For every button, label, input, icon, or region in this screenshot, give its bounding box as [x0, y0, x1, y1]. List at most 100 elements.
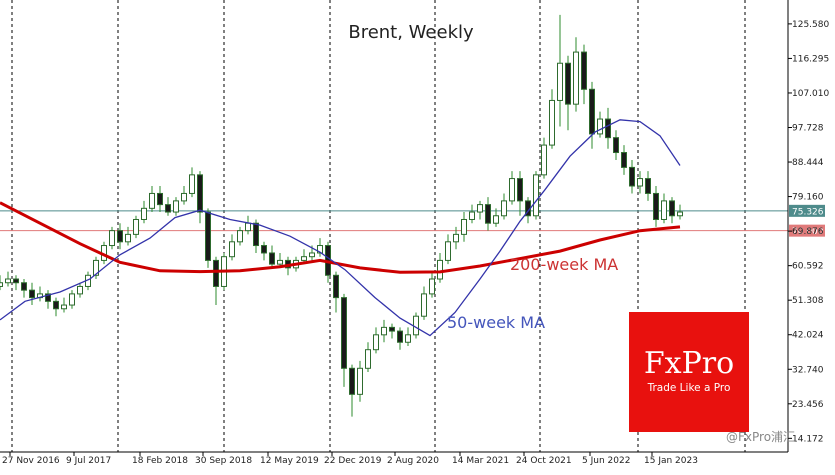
candle-body — [349, 367, 355, 395]
x-tick-label: 15 Jan 2023 — [644, 456, 698, 466]
candle-body — [613, 137, 619, 154]
level-line-tag — [789, 224, 825, 237]
candle-body — [117, 230, 123, 243]
candle-body — [133, 218, 139, 235]
ma50-annotation: 50-week MA — [447, 313, 545, 332]
candle-body — [229, 241, 235, 258]
candle-body — [237, 230, 243, 243]
candle-body — [77, 285, 83, 295]
candle-body — [197, 174, 203, 213]
ma200-line — [0, 201, 681, 274]
candle-body — [261, 245, 267, 254]
candle-body — [669, 200, 675, 217]
candle-body — [509, 178, 515, 202]
candle-body — [645, 178, 651, 194]
candle-body — [341, 297, 347, 369]
candle-body — [181, 192, 187, 202]
candle-body — [533, 174, 539, 217]
candle-body — [45, 293, 51, 302]
candle-body — [653, 192, 659, 220]
candle-body — [437, 259, 443, 280]
candle-body — [245, 222, 251, 232]
candle-body — [493, 215, 499, 224]
candle-body — [157, 192, 163, 206]
candle-body — [477, 204, 483, 213]
candles — [0, 14, 683, 417]
candle-body — [549, 99, 555, 146]
candle-body — [389, 326, 395, 332]
current-price-line-label: 75.326 — [792, 207, 824, 217]
candle-body — [277, 259, 283, 265]
x-tick-label: 14 Mar 2021 — [452, 456, 509, 466]
ma200-annotation: 200-week MA — [510, 255, 618, 274]
candle-body — [149, 192, 155, 209]
candle-body — [5, 278, 11, 284]
y-tick-label: 14.172 — [792, 434, 824, 444]
candle-body — [397, 330, 403, 343]
y-tick-label: 116.295 — [792, 54, 829, 64]
y-tick-label: 107.010 — [792, 89, 829, 99]
x-tick-label: 12 May 2019 — [260, 456, 319, 466]
candle-body — [125, 233, 131, 243]
candle-body — [365, 349, 371, 369]
candle-body — [501, 200, 507, 217]
candle-body — [0, 282, 3, 287]
y-tick-label: 69.876 — [792, 227, 824, 237]
candle-body — [469, 211, 475, 220]
candle-body — [573, 51, 579, 105]
candle-body — [269, 252, 275, 265]
candle-body — [309, 252, 315, 258]
candle-body — [205, 211, 211, 261]
candle-body — [333, 274, 339, 299]
candle-body — [445, 241, 451, 261]
candle-body — [453, 233, 459, 243]
y-tick-label: 125.580 — [792, 20, 829, 30]
candle-body — [629, 166, 635, 187]
candle-body — [173, 200, 179, 213]
candle-body — [661, 200, 667, 220]
candle-body — [93, 259, 99, 276]
candle-body — [517, 178, 523, 202]
y-tick-label: 32.740 — [792, 365, 824, 375]
y-tick-label: 60.592 — [792, 262, 824, 272]
candle-body — [53, 300, 59, 310]
candle-body — [61, 304, 67, 310]
candle-body — [589, 88, 595, 135]
x-tick-label: 22 Dec 2019 — [324, 456, 382, 466]
y-tick-label: 51.308 — [792, 296, 824, 306]
current-price-line-tag — [789, 204, 825, 217]
x-tick-label: 24 Oct 2021 — [516, 456, 572, 466]
candle-body — [301, 256, 307, 261]
y-tick-label: 23.456 — [792, 400, 824, 410]
candle-body — [621, 152, 627, 168]
x-tick-label: 9 Jul 2017 — [66, 456, 111, 466]
candle-body — [141, 207, 147, 220]
candle-body — [541, 144, 547, 176]
candle-body — [21, 282, 27, 291]
candle-body — [605, 118, 611, 139]
x-tick-label: 30 Sep 2018 — [195, 456, 252, 466]
axes: 27 Nov 2016 9 Jul 2017 18 Feb 2018 30 Sep 2… — [0, 0, 829, 466]
logo-brand: FxPro — [644, 346, 734, 381]
candle-body — [485, 204, 491, 224]
candle-body — [421, 293, 427, 317]
watermark: @FxPro浦汇 — [726, 430, 795, 444]
candle-body — [557, 62, 563, 101]
y-tick-label: 79.160 — [792, 193, 824, 203]
level-line-label: 70.000 — [792, 227, 824, 237]
candle-body — [637, 178, 643, 187]
candle-body — [165, 204, 171, 213]
y-tick-label: 88.444 — [792, 158, 824, 168]
y-tick-label: 97.728 — [792, 123, 824, 133]
candle-body — [581, 51, 587, 90]
x-tick-label: 27 Nov 2016 — [2, 456, 60, 466]
candle-body — [461, 218, 467, 235]
fxpro-logo: FxPro Trade Like a Pro — [629, 312, 749, 432]
candle-body — [253, 222, 259, 247]
candle-body — [213, 259, 219, 287]
candle-body — [69, 293, 75, 306]
x-tick-label: 2 Aug 2020 — [387, 456, 439, 466]
candle-body — [565, 62, 571, 105]
